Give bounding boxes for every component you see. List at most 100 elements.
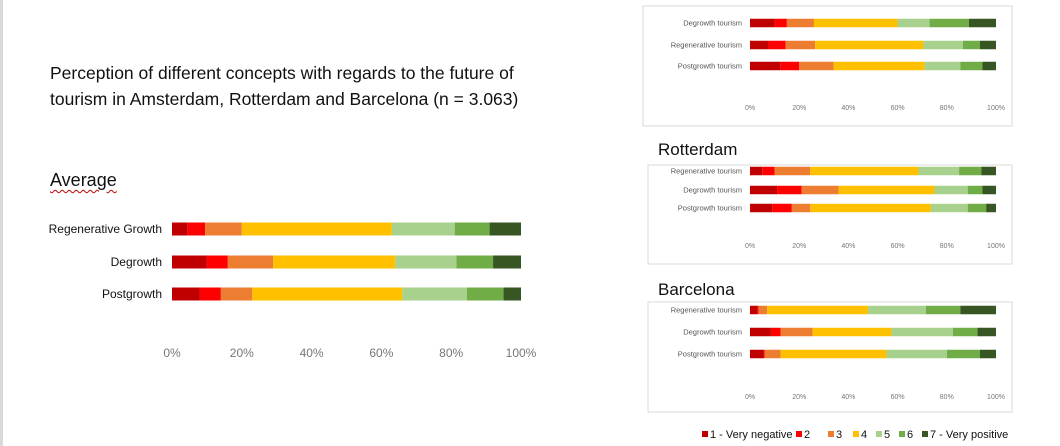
amsterdam-axis-tick-label: 80% bbox=[940, 105, 954, 112]
rotterdam-category-label: Degrowth tourism bbox=[683, 186, 742, 195]
amsterdam-bar-segment bbox=[833, 61, 925, 71]
barcelona-bar-segment bbox=[750, 327, 771, 337]
rotterdam-bar-segment bbox=[750, 203, 773, 213]
rotterdam-bar-segment bbox=[750, 185, 778, 195]
barcelona-bar-segment bbox=[977, 327, 996, 337]
average-bar-segment bbox=[489, 222, 521, 236]
average-bar-segment bbox=[241, 222, 392, 236]
legend-swatch bbox=[796, 431, 802, 437]
average-bar-segment bbox=[172, 255, 207, 269]
amsterdam-axis-tick-label: 0% bbox=[745, 105, 755, 112]
amsterdam-category-label: Degrowth tourism bbox=[683, 19, 742, 28]
barcelona-bar-segment bbox=[868, 305, 926, 315]
rotterdam-bar-segment bbox=[967, 203, 987, 213]
amsterdam-bar-segment bbox=[897, 18, 930, 28]
amsterdam-category-label: Postgrowth tourism bbox=[678, 62, 742, 71]
average-bar-segment bbox=[493, 255, 521, 269]
average-bar-segment bbox=[466, 287, 504, 301]
average-bar-segment bbox=[227, 255, 274, 269]
legend-swatch bbox=[922, 431, 928, 437]
average-axis-tick-label: 0% bbox=[163, 346, 181, 360]
rotterdam-bar-segment bbox=[801, 185, 839, 195]
amsterdam-bar-segment bbox=[813, 18, 898, 28]
barcelona-panel-frame bbox=[647, 301, 1013, 413]
amsterdam-bar-segment bbox=[923, 40, 963, 50]
rotterdam-bar-segment bbox=[762, 166, 775, 176]
average-category-label: Postgrowth bbox=[102, 287, 162, 301]
average-bar-segment bbox=[395, 255, 457, 269]
rotterdam-axis-tick-label: 60% bbox=[891, 243, 905, 250]
average-bar-segment bbox=[172, 222, 188, 236]
average-axis-tick-label: 100% bbox=[506, 346, 537, 360]
rotterdam-panel-frame bbox=[647, 164, 1013, 265]
legend-label: 6 bbox=[907, 429, 913, 441]
average-bar-segment bbox=[391, 222, 455, 236]
amsterdam-axis-tick-label: 20% bbox=[792, 105, 806, 112]
amsterdam-bar-segment bbox=[815, 40, 924, 50]
rotterdam-bar-segment bbox=[791, 203, 811, 213]
amsterdam-bar-segment bbox=[924, 61, 961, 71]
barcelona-axis-tick-label: 20% bbox=[792, 394, 806, 401]
rotterdam-category-label: Postgrowth tourism bbox=[678, 204, 742, 213]
average-bar-segment bbox=[220, 287, 253, 301]
rotterdam-axis-tick-label: 40% bbox=[841, 243, 855, 250]
barcelona-bar-segment bbox=[770, 327, 781, 337]
amsterdam-bar-segment bbox=[768, 40, 786, 50]
barcelona-bar-segment bbox=[758, 305, 768, 315]
amsterdam-axis-tick-label: 60% bbox=[891, 105, 905, 112]
rotterdam-bar-segment bbox=[838, 185, 935, 195]
amsterdam-bar-segment bbox=[750, 61, 781, 71]
average-bar-segment bbox=[273, 255, 396, 269]
average-axis-tick-label: 60% bbox=[369, 346, 393, 360]
amsterdam-bar-segment bbox=[980, 40, 996, 50]
legend-swatch bbox=[702, 431, 708, 437]
amsterdam-bar-segment bbox=[786, 18, 814, 28]
average-category-label: Regenerative Growth bbox=[49, 222, 162, 236]
amsterdam-axis-tick-label: 100% bbox=[987, 105, 1005, 112]
barcelona-bar-segment bbox=[960, 305, 996, 315]
rotterdam-bar-segment bbox=[959, 166, 982, 176]
legend-swatch bbox=[876, 431, 882, 437]
legend-swatch bbox=[828, 431, 834, 437]
amsterdam-bar-segment bbox=[799, 61, 834, 71]
barcelona-bar-segment bbox=[812, 327, 892, 337]
legend-swatch bbox=[853, 431, 859, 437]
legend-swatch bbox=[899, 431, 905, 437]
amsterdam-bar-segment bbox=[962, 40, 981, 50]
rotterdam-axis-tick-label: 0% bbox=[745, 243, 755, 250]
rotterdam-bar-segment bbox=[967, 185, 983, 195]
average-axis-tick-label: 20% bbox=[230, 346, 254, 360]
amsterdam-bar-segment bbox=[750, 18, 775, 28]
average-bar-segment bbox=[456, 255, 494, 269]
average-axis-tick-label: 40% bbox=[300, 346, 324, 360]
amsterdam-bar-segment bbox=[929, 18, 969, 28]
legend-label: 5 bbox=[884, 429, 890, 441]
rotterdam-bar-segment bbox=[981, 166, 996, 176]
legend-label: 1 - Very negative bbox=[710, 429, 793, 441]
rotterdam-bar-segment bbox=[772, 203, 792, 213]
average-bar-segment bbox=[205, 222, 242, 236]
rotterdam-bar-segment bbox=[986, 203, 996, 213]
average-bar-segment bbox=[172, 287, 200, 301]
barcelona-axis-tick-label: 0% bbox=[745, 394, 755, 401]
amsterdam-axis-tick-label: 40% bbox=[841, 105, 855, 112]
barcelona-bar-segment bbox=[767, 305, 869, 315]
barcelona-axis-tick-label: 100% bbox=[987, 394, 1005, 401]
amsterdam-bar-segment bbox=[774, 18, 787, 28]
rotterdam-axis-tick-label: 80% bbox=[940, 243, 954, 250]
chart-main-title: Perception of different concepts with re… bbox=[50, 63, 519, 109]
barcelona-bar-segment bbox=[757, 305, 759, 315]
rotterdam-category-label: Regenerative tourism bbox=[671, 167, 742, 176]
barcelona-bar-segment bbox=[763, 349, 765, 359]
amsterdam-bar-segment bbox=[780, 61, 800, 71]
average-bar-segment bbox=[402, 287, 467, 301]
amsterdam-bar-segment bbox=[960, 61, 983, 71]
average-panel-title: Average bbox=[50, 170, 117, 190]
barcelona-axis-tick-label: 80% bbox=[940, 394, 954, 401]
rotterdam-axis-tick-label: 100% bbox=[987, 243, 1005, 250]
barcelona-bar-segment bbox=[750, 349, 764, 359]
average-bar-segment bbox=[199, 287, 221, 301]
average-bar-segment bbox=[252, 287, 403, 301]
rotterdam-bar-segment bbox=[777, 185, 802, 195]
